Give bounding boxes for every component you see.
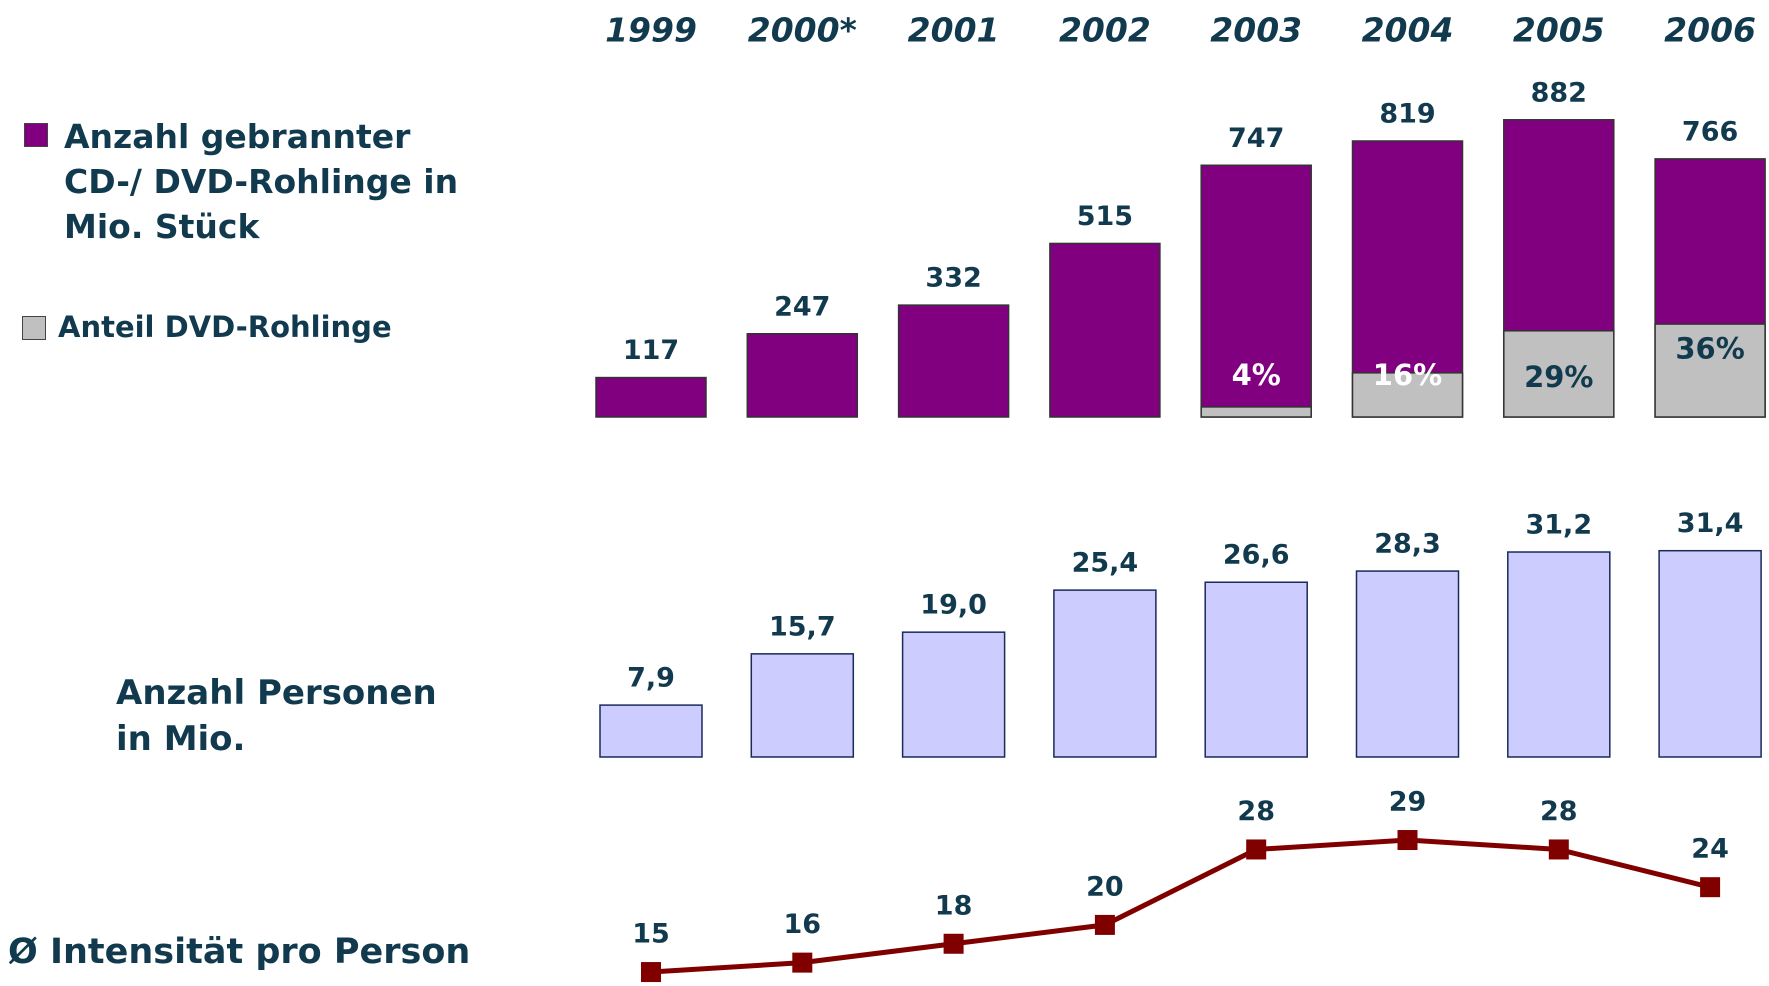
x-tick-label: 2003 xyxy=(1210,11,1302,50)
bar xyxy=(746,333,859,418)
value-label: 31,4 xyxy=(1677,508,1744,539)
value-label: 15 xyxy=(632,919,670,950)
value-label: 819 xyxy=(1379,98,1435,129)
value-label: 28,3 xyxy=(1374,529,1441,560)
bar xyxy=(897,304,1010,418)
bar-segment xyxy=(1503,330,1615,418)
value-label: 24 xyxy=(1691,834,1729,865)
x-tick-label: 1999 xyxy=(605,11,697,50)
bar xyxy=(1507,551,1611,758)
legend-swatch xyxy=(22,316,46,340)
value-label: 747 xyxy=(1228,123,1284,154)
value-label: 16% xyxy=(1373,358,1442,392)
value-label: 7,9 xyxy=(627,663,675,694)
bar xyxy=(599,704,703,758)
value-label: 247 xyxy=(774,291,830,322)
value-label: 29 xyxy=(1389,787,1427,818)
value-label: 117 xyxy=(623,335,679,366)
marker xyxy=(1094,914,1115,935)
value-label: 29% xyxy=(1524,360,1593,394)
bar-segment xyxy=(1351,372,1464,418)
legend-label: Anzahl gebrannter CD-/ DVD-Rohlinge in M… xyxy=(64,117,459,246)
value-label: 25,4 xyxy=(1072,548,1139,579)
bar xyxy=(595,376,707,418)
bar xyxy=(1200,164,1312,418)
x-tick-label: 2002 xyxy=(1059,11,1151,50)
value-label: 882 xyxy=(1531,77,1587,108)
bar xyxy=(1049,242,1161,418)
panel-label: Ø Intensität pro Person xyxy=(8,932,471,972)
bar-segment xyxy=(1654,323,1766,418)
marker xyxy=(1548,839,1569,860)
value-label: 26,6 xyxy=(1223,540,1290,571)
value-label: 18 xyxy=(935,890,973,921)
value-label: 20 xyxy=(1086,871,1124,902)
legend-swatch xyxy=(24,123,48,147)
marker xyxy=(1397,830,1418,851)
value-label: 332 xyxy=(925,263,981,294)
marker xyxy=(641,962,661,983)
bar xyxy=(901,631,1006,758)
x-tick-label: 2000* xyxy=(748,11,857,50)
value-label: 19,0 xyxy=(920,590,987,621)
value-label: 36% xyxy=(1675,332,1744,366)
bar xyxy=(1351,140,1464,418)
bar xyxy=(750,653,855,758)
value-label: 4% xyxy=(1232,358,1281,392)
marker xyxy=(1700,877,1721,898)
panel-label: Anzahl Personen in Mio. xyxy=(116,673,437,759)
x-tick-label: 2005 xyxy=(1513,11,1605,50)
value-label: 28 xyxy=(1237,796,1275,827)
x-tick-label: 2004 xyxy=(1362,11,1454,50)
value-label: 15,7 xyxy=(769,611,836,642)
marker xyxy=(792,952,813,973)
bar xyxy=(1053,589,1157,758)
value-label: 28 xyxy=(1540,796,1578,827)
bar xyxy=(1204,581,1308,758)
bar xyxy=(1355,570,1460,758)
legend-label: Anteil DVD-Rohlinge xyxy=(58,310,392,344)
value-label: 16 xyxy=(784,909,822,940)
x-tick-label: 2006 xyxy=(1664,11,1756,50)
x-tick-label: 2001 xyxy=(908,11,1000,50)
bar-segment xyxy=(1200,406,1312,418)
marker xyxy=(943,933,964,954)
value-label: 766 xyxy=(1682,116,1738,147)
line xyxy=(650,837,1711,975)
bar xyxy=(1658,549,1762,758)
value-label: 515 xyxy=(1077,201,1133,232)
value-label: 31,2 xyxy=(1525,510,1592,541)
marker xyxy=(1246,839,1267,860)
